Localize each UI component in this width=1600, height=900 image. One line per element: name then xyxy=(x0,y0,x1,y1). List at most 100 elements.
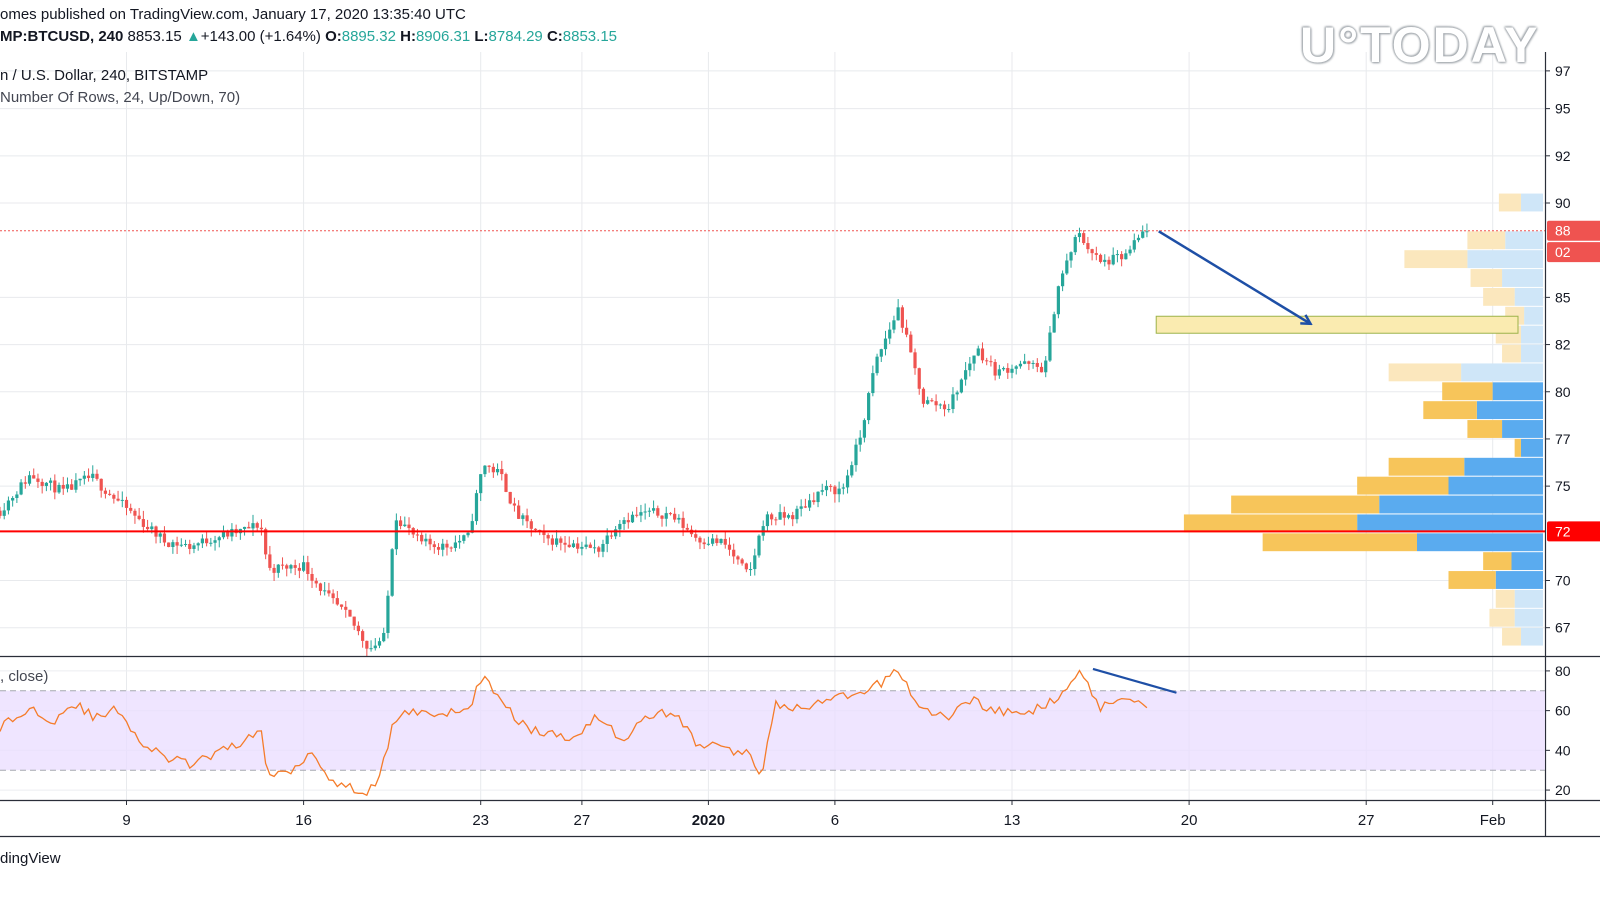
publisher-line: omes published on TradingView.com, Janua… xyxy=(0,6,466,23)
candle-body xyxy=(331,593,335,599)
candle-body xyxy=(432,544,436,548)
rsi-legend[interactable]: , close) xyxy=(0,668,49,685)
candle-body xyxy=(466,532,470,536)
candle-body xyxy=(1044,360,1048,373)
volume-profile-bar-up xyxy=(1476,401,1543,420)
candle-body xyxy=(1065,260,1069,274)
candle-body xyxy=(314,580,318,584)
volume-profile-bar-up xyxy=(1495,571,1543,589)
candle-body xyxy=(706,543,710,545)
volume-profile-bar-down xyxy=(1423,401,1477,420)
candle-body xyxy=(377,641,382,646)
candle-body xyxy=(546,535,550,539)
candle-body xyxy=(32,475,36,479)
candle-body xyxy=(171,542,175,547)
candle-body xyxy=(137,515,141,520)
candle-body xyxy=(74,480,78,490)
candle-body xyxy=(403,524,407,527)
candle-body xyxy=(976,348,980,356)
candle-body xyxy=(727,544,732,550)
candle-body xyxy=(335,598,339,605)
candle-body xyxy=(1069,252,1073,261)
candle-body xyxy=(1120,254,1124,260)
candle-body xyxy=(65,484,70,489)
candle-body xyxy=(622,520,626,524)
candle-body xyxy=(373,645,377,649)
candle-body xyxy=(112,494,116,499)
price-tick-label: 85 xyxy=(1555,289,1571,305)
candle-body xyxy=(1073,237,1077,253)
candle-body xyxy=(1048,332,1052,361)
candle-body xyxy=(1039,366,1044,373)
candle-body xyxy=(694,534,698,538)
price-tag-label: 72 xyxy=(1555,523,1571,539)
price-tag xyxy=(1547,220,1600,241)
candle-body xyxy=(441,543,445,550)
candle-body xyxy=(356,625,361,632)
candle-body xyxy=(272,567,276,573)
candle-body xyxy=(1023,361,1027,364)
series-legend[interactable]: n / U.S. Dollar, 240, BITSTAMP xyxy=(0,67,209,84)
candle-body xyxy=(205,538,209,544)
candle-body xyxy=(702,542,706,545)
candle-body xyxy=(964,370,968,380)
volume-profile-bar-down xyxy=(1231,495,1380,514)
candle-body xyxy=(268,554,272,568)
volume-profile-bar-up xyxy=(1492,382,1543,401)
candle-body xyxy=(732,549,736,557)
candle-body xyxy=(108,493,112,495)
candle-body xyxy=(618,523,622,530)
candle-body xyxy=(862,420,867,438)
candle-body xyxy=(837,488,841,495)
candle-body xyxy=(145,526,150,530)
candle-body xyxy=(917,368,921,389)
indicator-legend[interactable]: Number Of Rows, 24, Up/Down, 70) xyxy=(0,89,241,106)
volume-profile-bar-down xyxy=(1388,363,1462,382)
candle-body xyxy=(512,503,517,506)
symbol-label: MP:BTCUSD, 240 xyxy=(0,28,124,45)
candle-body xyxy=(1061,273,1065,287)
candle-body xyxy=(609,535,614,537)
candle-body xyxy=(588,544,592,548)
volume-profile-bar-down xyxy=(1470,269,1503,287)
volume-profile-bar-up xyxy=(1524,306,1543,325)
candle-body xyxy=(175,542,179,546)
candle-body xyxy=(947,409,951,411)
candle-body xyxy=(91,473,95,478)
time-tick-label: 23 xyxy=(472,812,489,829)
candle-body xyxy=(567,544,571,548)
candle-body xyxy=(369,648,373,650)
volume-profile-bar-up xyxy=(1417,533,1543,552)
candle-body xyxy=(854,444,858,466)
candle-body xyxy=(820,490,824,492)
rsi-tick-label: 40 xyxy=(1555,742,1571,758)
candle-body xyxy=(660,515,664,519)
candle-body xyxy=(698,537,702,543)
candle-body xyxy=(285,565,289,569)
volume-profile-bar-down xyxy=(1502,344,1521,363)
candle-body xyxy=(1014,366,1018,369)
candle-body xyxy=(327,590,331,594)
candle-body xyxy=(592,547,597,549)
candle-body xyxy=(230,528,234,537)
candle-body xyxy=(487,465,491,467)
candle-body xyxy=(968,363,972,371)
volume-profile-bar-down xyxy=(1357,476,1449,495)
time-tick-label: 13 xyxy=(1004,812,1021,829)
candle-body xyxy=(635,514,639,516)
candle-body xyxy=(445,543,449,548)
time-tick-label: 27 xyxy=(574,812,591,829)
volume-profile-bar-down xyxy=(1498,193,1521,212)
candle-body xyxy=(757,535,761,556)
candle-body xyxy=(639,512,643,516)
price-tick-label: 70 xyxy=(1555,573,1571,589)
candle-body xyxy=(428,538,432,545)
candle-body xyxy=(150,526,154,530)
ohlc-line: MP:BTCUSD, 240 8853.15 ▲+143.00 (+1.64%)… xyxy=(0,28,617,45)
rsi-line xyxy=(0,668,1148,797)
volume-profile-bar-up xyxy=(1520,325,1543,344)
close-label: C: xyxy=(546,28,563,45)
open-label: O: xyxy=(325,28,342,45)
volume-profile-bar-down xyxy=(1483,552,1512,571)
candle-body xyxy=(972,355,976,364)
